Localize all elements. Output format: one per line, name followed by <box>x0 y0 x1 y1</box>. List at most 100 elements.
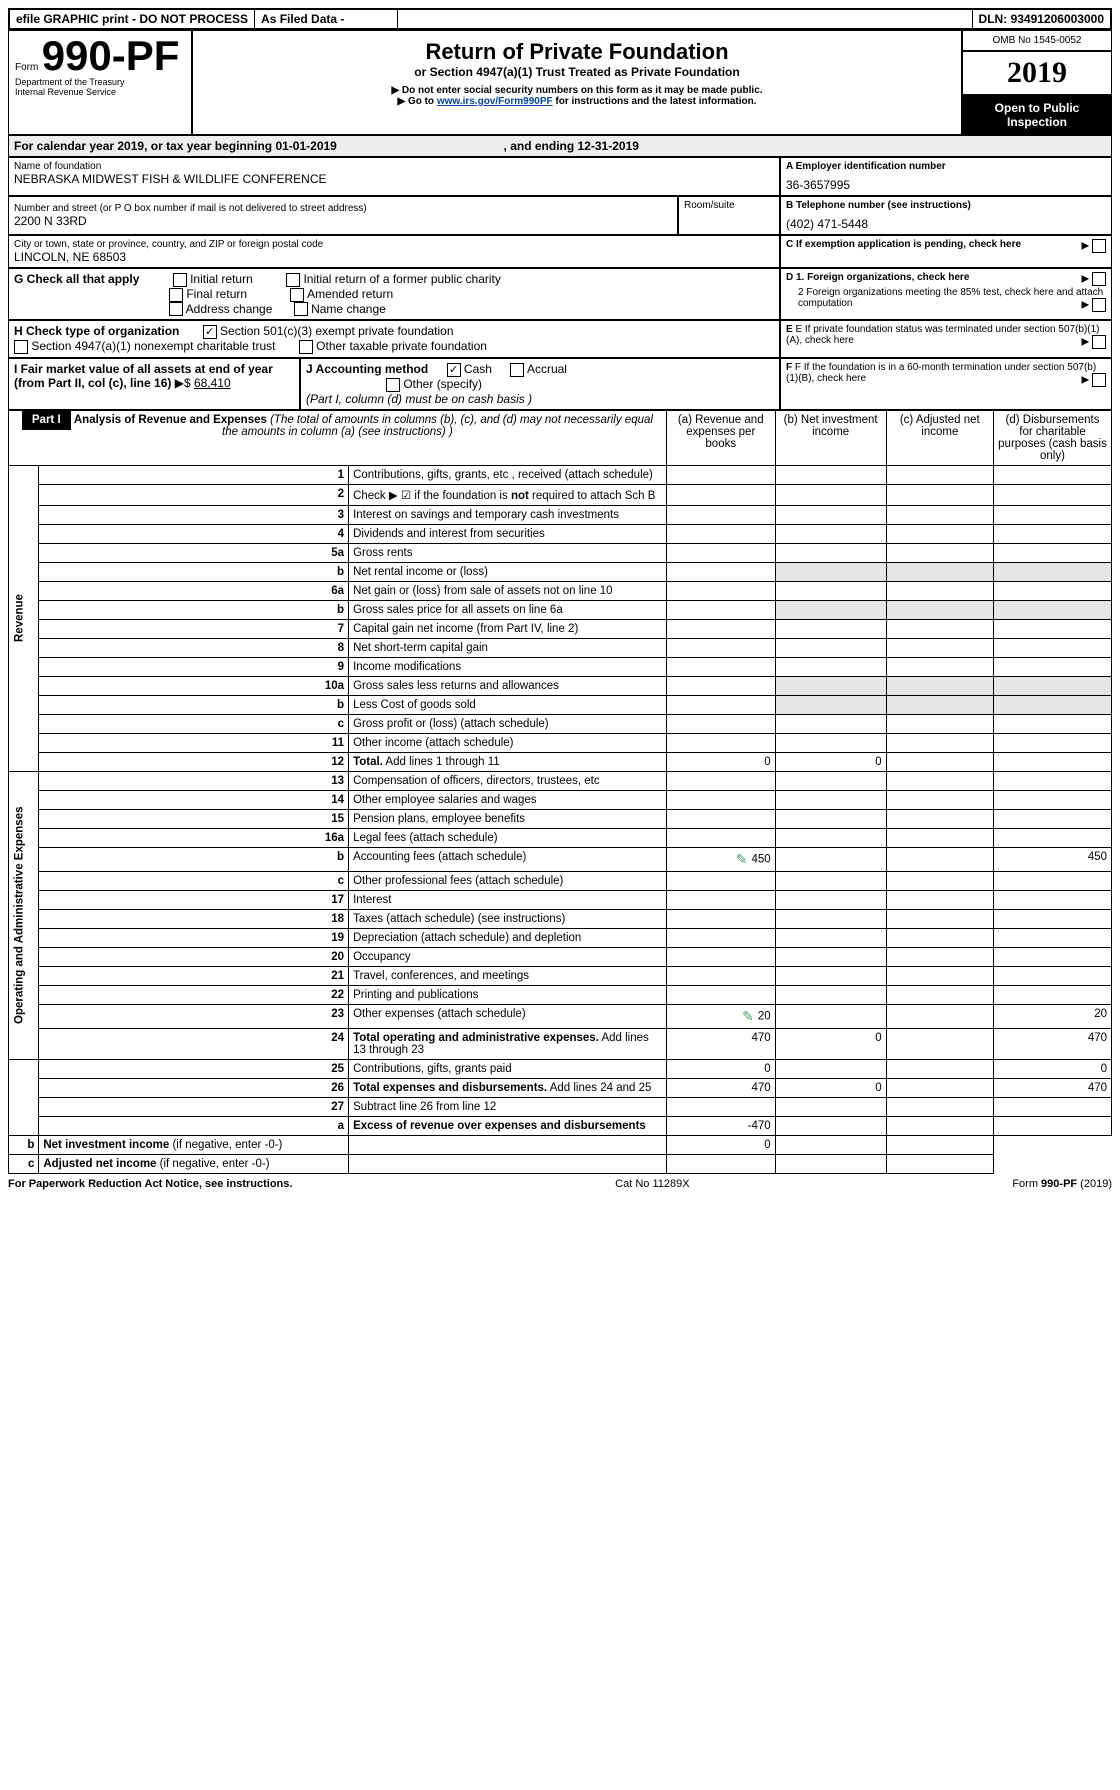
room-label: Room/suite <box>678 196 780 235</box>
amt-c <box>886 638 993 657</box>
E: E If private foundation status was termi… <box>786 324 1100 346</box>
attach-icon[interactable]: ✎ <box>742 1008 754 1024</box>
amt-b <box>775 600 886 619</box>
line-desc: Depreciation (attach schedule) and deple… <box>349 928 667 947</box>
line-desc: Contributions, gifts, grants paid <box>349 1059 667 1078</box>
year: 2019 <box>962 51 1112 95</box>
line-desc: Total. Add lines 1 through 11 <box>349 752 667 771</box>
attach-icon[interactable]: ✎ <box>736 851 748 867</box>
line-desc: Net short-term capital gain <box>349 638 667 657</box>
line-desc: Accounting fees (attach schedule) <box>349 847 667 871</box>
table-row: cAdjusted net income (if negative, enter… <box>9 1154 1112 1173</box>
amt-a <box>666 809 775 828</box>
amt-c <box>886 1004 993 1028</box>
amt-c <box>886 847 993 871</box>
D1: D 1. Foreign organizations, check here <box>786 272 969 283</box>
amt-d: 0 <box>993 1059 1111 1078</box>
amt-c <box>886 871 993 890</box>
H2-check[interactable] <box>14 340 28 354</box>
amt-b: 0 <box>775 1078 886 1097</box>
amt-b <box>775 771 886 790</box>
omb: OMB No 1545-0052 <box>962 30 1112 51</box>
line-desc: Compensation of officers, directors, tru… <box>349 771 667 790</box>
subtitle: or Section 4947(a)(1) Trust Treated as P… <box>199 65 955 79</box>
table-row: 23Other expenses (attach schedule)✎2020 <box>9 1004 1112 1028</box>
g-name[interactable] <box>294 302 308 316</box>
irs: Internal Revenue Service <box>15 87 185 97</box>
amt-a <box>666 581 775 600</box>
amt-c <box>886 1097 993 1116</box>
line-num: 16a <box>39 828 349 847</box>
J-cash[interactable]: ✓ <box>447 363 461 377</box>
F-check[interactable] <box>1092 373 1106 387</box>
amt-c <box>886 909 993 928</box>
table-row: 22Printing and publications <box>9 985 1112 1004</box>
top-bar: efile GRAPHIC print - DO NOT PROCESS As … <box>8 8 1112 30</box>
g-initial-former[interactable] <box>286 273 300 287</box>
line-desc: Less Cost of goods sold <box>349 695 667 714</box>
amt-d <box>993 465 1111 484</box>
table-row: Operating and Administrative Expenses13C… <box>9 771 1112 790</box>
amt-d <box>993 966 1111 985</box>
line-num: 12 <box>39 752 349 771</box>
amt-c <box>886 966 993 985</box>
I-value: 68,410 <box>194 376 231 390</box>
amt-c <box>886 543 993 562</box>
line-desc: Capital gain net income (from Part IV, l… <box>349 619 667 638</box>
table-row: 27Subtract line 26 from line 12 <box>9 1097 1112 1116</box>
table-row: 14Other employee salaries and wages <box>9 790 1112 809</box>
E-check[interactable] <box>1092 335 1106 349</box>
line-desc: Total operating and administrative expen… <box>349 1028 667 1059</box>
D1-check[interactable] <box>1092 272 1106 286</box>
line-num: 4 <box>39 524 349 543</box>
g-final[interactable] <box>169 288 183 302</box>
H3-check[interactable] <box>299 340 313 354</box>
amt-b <box>775 581 886 600</box>
g-address[interactable] <box>169 302 183 316</box>
line-desc: Net gain or (loss) from sale of assets n… <box>349 581 667 600</box>
amt-b: 0 <box>775 752 886 771</box>
C-check[interactable] <box>1092 239 1106 253</box>
table-row: 19Depreciation (attach schedule) and dep… <box>9 928 1112 947</box>
g-amended[interactable] <box>290 288 304 302</box>
table-row: 4Dividends and interest from securities <box>9 524 1112 543</box>
amt-a <box>666 676 775 695</box>
J-other[interactable] <box>386 378 400 392</box>
H1-check[interactable]: ✓ <box>203 325 217 339</box>
amt-b <box>775 676 886 695</box>
amt-a <box>666 465 775 484</box>
I-label: I Fair market value of all assets at end… <box>14 362 273 390</box>
amt-a <box>666 985 775 1004</box>
col-a: (a) Revenue and expenses per books <box>666 410 775 465</box>
D2-check[interactable] <box>1092 298 1106 312</box>
J-accrual[interactable] <box>510 363 524 377</box>
H-label: H Check type of organization <box>14 324 179 338</box>
line-num: 23 <box>39 1004 349 1028</box>
line-desc: Other professional fees (attach schedule… <box>349 871 667 890</box>
table-row: 5aGross rents <box>9 543 1112 562</box>
amt-c <box>886 695 993 714</box>
g-initial[interactable] <box>173 273 187 287</box>
amt-d <box>993 928 1111 947</box>
amt-d <box>993 484 1111 505</box>
amt-d <box>993 714 1111 733</box>
table-row: bLess Cost of goods sold <box>9 695 1112 714</box>
amt-d <box>993 771 1111 790</box>
line-desc: Contributions, gifts, grants, etc , rece… <box>349 465 667 484</box>
amt-c <box>886 1116 993 1135</box>
amt-c <box>886 714 993 733</box>
amt-d <box>886 1154 993 1173</box>
amt-c <box>886 1078 993 1097</box>
amt-b <box>775 1116 886 1135</box>
amt-a <box>349 1154 667 1173</box>
amt-d <box>993 752 1111 771</box>
amt-a: 0 <box>666 752 775 771</box>
irs-link[interactable]: www.irs.gov/Form990PF <box>437 96 553 107</box>
amt-b <box>775 966 886 985</box>
amt-b <box>775 638 886 657</box>
line-num: b <box>9 1135 39 1154</box>
amt-c <box>886 947 993 966</box>
amt-b <box>775 543 886 562</box>
amt-b <box>775 890 886 909</box>
line-num: 13 <box>39 771 349 790</box>
